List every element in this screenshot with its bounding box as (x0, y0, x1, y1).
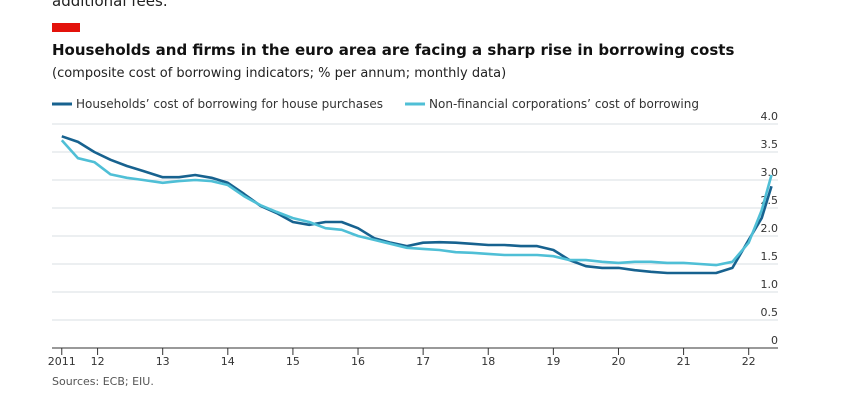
red-tag (52, 23, 80, 32)
x-tick-label: 19 (546, 355, 560, 368)
y-tick-label: 4.0 (761, 110, 779, 123)
chart-title: Households and firms in the euro area ar… (52, 41, 734, 59)
x-tick-label: 12 (91, 355, 105, 368)
x-tick-label: 16 (351, 355, 365, 368)
series-line (60, 139, 773, 267)
x-tick-label: 18 (481, 355, 495, 368)
x-tick-label: 22 (742, 355, 756, 368)
y-tick-label: 0.5 (761, 306, 779, 319)
x-tick-label: 20 (611, 355, 625, 368)
text-above: additional fees. (52, 0, 168, 10)
series-line (61, 135, 773, 275)
y-tick-label: 0 (771, 334, 778, 347)
x-tick-label: 13 (156, 355, 170, 368)
y-tick-label: 2.0 (761, 222, 779, 235)
legend-label: Households’ cost of borrowing for house … (76, 97, 383, 111)
chart-subtitle: (composite cost of borrowing indicators;… (52, 66, 506, 81)
x-tick-label: 15 (286, 355, 300, 368)
y-tick-label: 3.0 (761, 166, 779, 179)
source: Sources: ECB; EIU. (52, 375, 154, 388)
x-tick-label: 14 (221, 355, 235, 368)
y-tick-label: 1.0 (761, 278, 779, 291)
y-tick-label: 1.5 (761, 250, 779, 263)
y-tick-label: 3.5 (761, 138, 779, 151)
x-tick-label: 17 (416, 355, 430, 368)
x-tick-label: 2011 (48, 355, 76, 368)
legend-label: Non-financial corporations’ cost of borr… (429, 97, 699, 111)
x-tick-label: 21 (677, 355, 691, 368)
